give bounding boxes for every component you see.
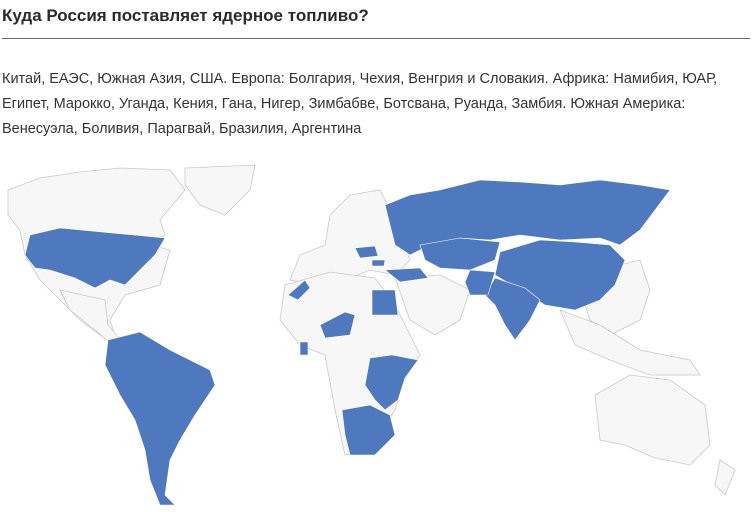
country-kazakhstan <box>419 237 501 271</box>
greenland <box>184 164 256 216</box>
country-usa <box>24 227 166 289</box>
country-east-africa <box>364 354 419 411</box>
country-india <box>484 277 541 341</box>
new-zealand <box>714 459 736 496</box>
divider <box>2 38 750 39</box>
australia <box>594 374 711 466</box>
country-morocco <box>287 279 311 301</box>
country-russia <box>384 179 671 256</box>
middle-east <box>394 274 471 336</box>
country-pakistan <box>464 269 496 296</box>
country-southern-africa <box>341 404 396 456</box>
country-south-america <box>104 331 216 506</box>
page-title: Куда Россия поставляет ядерное топливо? <box>2 6 369 25</box>
country-ghana <box>299 341 309 356</box>
country-turkey <box>384 267 429 283</box>
highlighted-countries <box>24 179 671 506</box>
country-egypt <box>371 289 399 316</box>
world-map <box>7 164 736 506</box>
country-central-europe <box>354 245 379 259</box>
country-niger <box>319 311 356 339</box>
description: Китай, ЕАЭС, Южная Азия, США. Европа: Бо… <box>2 71 718 137</box>
southeast-asia <box>559 309 701 376</box>
country-bulgaria <box>371 259 386 267</box>
